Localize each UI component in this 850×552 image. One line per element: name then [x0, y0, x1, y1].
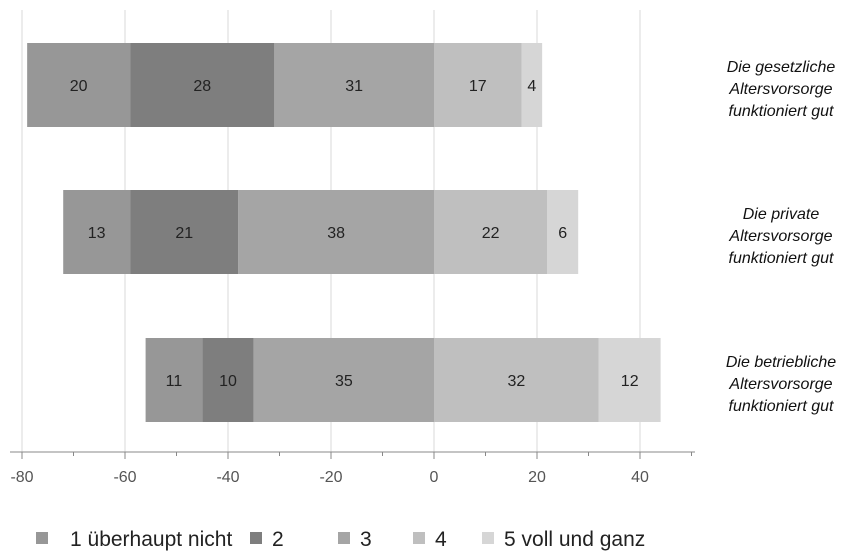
bar-value-label-c0-s4: 4 — [527, 78, 536, 95]
bar-value-label-c2-s4: 12 — [621, 373, 639, 390]
category-label-0-line-2: funktioniert gut — [729, 103, 835, 120]
x-tick-label-0: 0 — [430, 469, 439, 486]
x-tick-label--40: -40 — [216, 469, 239, 486]
bar-segment-c0-s1 — [130, 43, 275, 127]
category-label-1-line-2: funktioniert gut — [729, 250, 835, 267]
x-tick-label--60: -60 — [113, 469, 136, 486]
bar-segment-c1-s2 — [238, 190, 434, 274]
category-label-1-line-1: Altersvorsorge — [728, 228, 832, 245]
category-label-0-line-0: Die gesetzliche — [727, 59, 836, 76]
legend-label-3: 4 — [435, 528, 447, 551]
x-tick-label-40: 40 — [631, 469, 649, 486]
legend-swatch-4 — [482, 532, 494, 544]
legend-label-1: 2 — [272, 528, 284, 551]
category-label-1-line-0: Die private — [743, 206, 820, 223]
bar-value-label-c2-s2: 35 — [335, 373, 353, 390]
bar-segment-c2-s1 — [202, 338, 254, 422]
legend-label-4: 5 voll und ganz — [504, 528, 645, 551]
bar-value-label-c2-s1: 10 — [219, 373, 237, 390]
x-tick-label--80: -80 — [10, 469, 33, 486]
category-label-0-line-1: Altersvorsorge — [728, 81, 832, 98]
bar-segment-c2-s3 — [434, 338, 599, 422]
bar-value-label-c0-s0: 20 — [70, 78, 88, 95]
bar-segment-c1-s4 — [547, 190, 579, 274]
category-label-2-line-1: Altersvorsorge — [728, 376, 832, 393]
legend-label-2: 3 — [360, 528, 372, 551]
legend-swatch-0 — [36, 532, 48, 544]
x-tick-label-20: 20 — [528, 469, 546, 486]
bar-value-label-c2-s0: 11 — [166, 373, 183, 390]
category-label-2-line-2: funktioniert gut — [729, 398, 835, 415]
bar-value-label-c1-s1: 21 — [175, 225, 193, 242]
bar-value-label-c0-s3: 17 — [469, 78, 487, 95]
bar-segment-c0-s2 — [274, 43, 434, 127]
bar-value-label-c1-s3: 22 — [482, 225, 500, 242]
bar-segment-c1-s3 — [434, 190, 548, 274]
legend-swatch-3 — [413, 532, 425, 544]
bar-segment-c0-s4 — [521, 43, 543, 127]
bar-segment-c1-s0 — [63, 190, 131, 274]
bar-segment-c2-s4 — [598, 338, 661, 422]
bar-value-label-c0-s1: 28 — [193, 78, 211, 95]
bar-segment-c2-s2 — [253, 338, 434, 422]
bar-value-label-c1-s0: 13 — [88, 225, 106, 242]
category-label-2-line-0: Die betriebliche — [726, 354, 836, 371]
bar-value-label-c0-s2: 31 — [345, 78, 363, 95]
legend-swatch-2 — [338, 532, 350, 544]
bar-segment-c0-s0 — [27, 43, 131, 127]
bar-segment-c2-s0 — [145, 338, 203, 422]
bar-segment-c1-s1 — [130, 190, 239, 274]
legend-swatch-1 — [250, 532, 262, 544]
x-tick-label--20: -20 — [319, 469, 342, 486]
legend-label-0: 1 überhaupt nicht — [70, 528, 232, 551]
bar-value-label-c1-s4: 6 — [558, 225, 567, 242]
bar-value-label-c1-s2: 38 — [327, 225, 345, 242]
bar-segment-c0-s3 — [434, 43, 522, 127]
bar-value-label-c2-s3: 32 — [508, 373, 526, 390]
